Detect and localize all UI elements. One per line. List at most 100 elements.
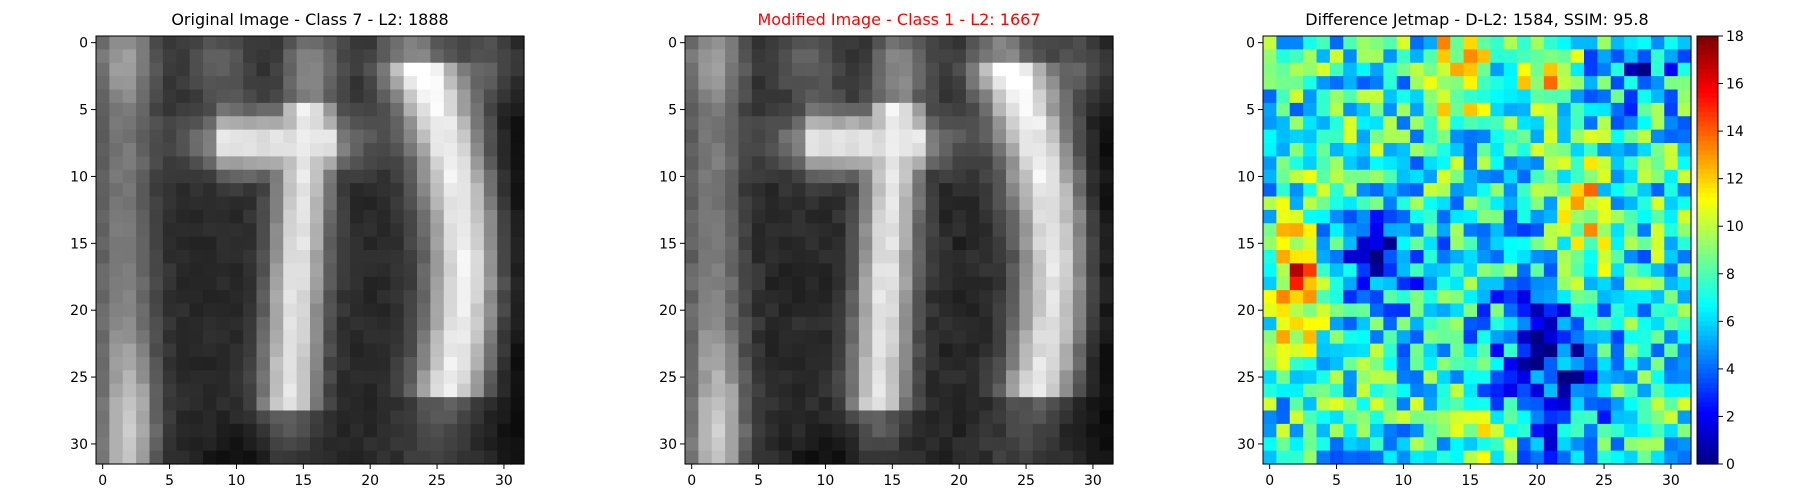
heatmap-cell bbox=[1086, 223, 1101, 238]
heatmap-cell bbox=[925, 397, 940, 412]
heatmap-cell bbox=[858, 316, 873, 331]
heatmap-cell bbox=[1477, 169, 1491, 184]
heatmap-cell bbox=[457, 303, 472, 318]
heatmap-cell bbox=[189, 129, 204, 144]
heatmap-cell bbox=[403, 423, 418, 438]
heatmap-cell bbox=[1059, 116, 1074, 131]
heatmap-cell bbox=[885, 423, 900, 438]
heatmap-cell bbox=[243, 343, 258, 358]
heatmap-cell bbox=[1410, 290, 1425, 305]
heatmap-cell bbox=[336, 263, 351, 278]
heatmap-cell bbox=[336, 143, 351, 157]
heatmap-cell bbox=[805, 209, 820, 224]
heatmap-cell bbox=[243, 62, 258, 77]
heatmap-cell bbox=[1570, 437, 1585, 452]
heatmap-cell bbox=[845, 357, 860, 371]
x-tick-label: 30 bbox=[1662, 473, 1680, 489]
heatmap-cell bbox=[1370, 410, 1384, 425]
heatmap-cell bbox=[470, 357, 485, 371]
heatmap-cell bbox=[885, 209, 900, 224]
heatmap-cell bbox=[283, 383, 298, 398]
heatmap-cell bbox=[792, 423, 806, 438]
heatmap-cell bbox=[1046, 276, 1061, 291]
heatmap-cell bbox=[858, 263, 873, 278]
heatmap-cell bbox=[765, 316, 780, 331]
heatmap-cell bbox=[765, 129, 780, 144]
heatmap-cell bbox=[818, 343, 833, 358]
heatmap-cell bbox=[122, 290, 137, 305]
heatmap-cell bbox=[443, 303, 458, 318]
heatmap-cell bbox=[149, 370, 164, 385]
heatmap-cell bbox=[1059, 49, 1074, 64]
heatmap-cell bbox=[1450, 263, 1465, 278]
heatmap-cell bbox=[109, 129, 124, 144]
heatmap-cell bbox=[256, 370, 271, 385]
heatmap-cell bbox=[323, 196, 338, 211]
heatmap-cell bbox=[310, 397, 324, 412]
heatmap-cell bbox=[805, 290, 820, 305]
heatmap-cell bbox=[510, 102, 525, 117]
heatmap-cell bbox=[323, 290, 338, 305]
heatmap-cell bbox=[256, 450, 271, 465]
heatmap-cell bbox=[1503, 209, 1518, 224]
heatmap-cell bbox=[1316, 76, 1331, 91]
heatmap-cell bbox=[1396, 36, 1411, 50]
colorbar-segment bbox=[1697, 64, 1718, 70]
heatmap-cell bbox=[711, 316, 726, 331]
heatmap-cell bbox=[1343, 236, 1358, 251]
heatmap-cell bbox=[1383, 423, 1398, 438]
heatmap-cell bbox=[778, 290, 793, 305]
heatmap-cell bbox=[310, 290, 324, 305]
heatmap-cell bbox=[965, 129, 980, 144]
heatmap-cell bbox=[1477, 276, 1491, 291]
heatmap-cell bbox=[711, 437, 726, 452]
heatmap-cell bbox=[1006, 129, 1020, 144]
heatmap-cell bbox=[443, 209, 458, 224]
heatmap-cell bbox=[1289, 196, 1304, 211]
heatmap-cell bbox=[1597, 263, 1612, 278]
heatmap-cell bbox=[1289, 410, 1304, 425]
heatmap-cell bbox=[939, 437, 954, 452]
heatmap-cell bbox=[805, 196, 820, 211]
heatmap-cell bbox=[363, 423, 378, 438]
heatmap-cell bbox=[497, 303, 512, 318]
heatmap-cell bbox=[1289, 437, 1304, 452]
heatmap-cell bbox=[1543, 316, 1558, 331]
heatmap-cell bbox=[1677, 183, 1692, 198]
heatmap-cell bbox=[283, 330, 298, 345]
heatmap-cell bbox=[256, 116, 271, 131]
heatmap-cell bbox=[403, 129, 418, 144]
heatmap-cell bbox=[216, 370, 231, 385]
heatmap-cell bbox=[1383, 343, 1398, 358]
heatmap-cell bbox=[323, 102, 338, 117]
heatmap-cell bbox=[1490, 276, 1505, 291]
heatmap-cell bbox=[1032, 223, 1047, 238]
heatmap-cell bbox=[162, 76, 177, 91]
heatmap-cell bbox=[778, 49, 793, 64]
heatmap-cell bbox=[256, 223, 271, 238]
heatmap-cell bbox=[1584, 49, 1598, 64]
heatmap-cell bbox=[1543, 343, 1558, 358]
heatmap-cell bbox=[243, 102, 258, 117]
heatmap-cell bbox=[979, 250, 994, 264]
heatmap-cell bbox=[269, 263, 284, 278]
heatmap-cell bbox=[872, 357, 887, 371]
heatmap-cell bbox=[136, 250, 151, 264]
x-tick-label: 20 bbox=[361, 473, 379, 489]
heatmap-cell bbox=[1383, 156, 1398, 171]
heatmap-cell bbox=[443, 316, 458, 331]
heatmap-cell bbox=[1276, 36, 1291, 50]
heatmap-cell bbox=[805, 263, 820, 278]
heatmap-grid bbox=[96, 36, 525, 465]
heatmap-cell bbox=[685, 410, 699, 425]
heatmap-cell bbox=[1370, 276, 1384, 291]
heatmap-cell bbox=[96, 183, 110, 198]
heatmap-cell bbox=[109, 49, 124, 64]
heatmap-cell bbox=[1006, 36, 1020, 50]
heatmap-cell bbox=[1637, 183, 1652, 198]
heatmap-cell bbox=[1597, 437, 1612, 452]
heatmap-cell bbox=[1584, 129, 1598, 144]
heatmap-cell bbox=[1276, 209, 1291, 224]
heatmap-cell bbox=[390, 330, 405, 345]
heatmap-cell bbox=[1436, 250, 1451, 264]
